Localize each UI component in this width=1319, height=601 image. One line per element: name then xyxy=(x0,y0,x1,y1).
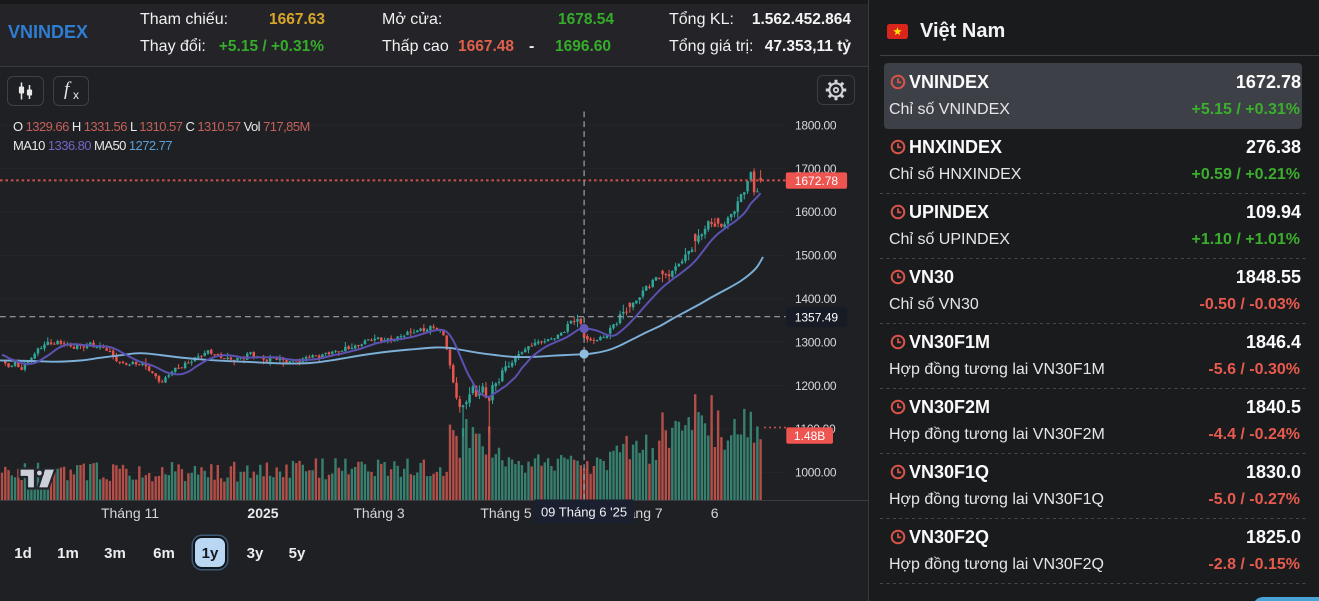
svg-text:1000.00: 1000.00 xyxy=(795,466,837,480)
svg-text:2025: 2025 xyxy=(247,505,278,521)
svg-text:Tháng 11: Tháng 11 xyxy=(101,505,159,521)
svg-text:1.48B: 1.48B xyxy=(794,429,825,443)
svg-text:Tháng 5: Tháng 5 xyxy=(480,505,532,521)
svg-text:1400.00: 1400.00 xyxy=(795,292,837,306)
svg-text:1672.78: 1672.78 xyxy=(795,174,839,188)
svg-text:6: 6 xyxy=(711,505,719,521)
svg-text:1200.00: 1200.00 xyxy=(795,379,837,393)
svg-text:1500.00: 1500.00 xyxy=(795,249,837,263)
svg-text:1600.00: 1600.00 xyxy=(795,205,837,219)
svg-text:09 Tháng 6 '25: 09 Tháng 6 '25 xyxy=(541,504,627,519)
svg-text:1800.00: 1800.00 xyxy=(795,118,837,132)
svg-text:Tháng 3: Tháng 3 xyxy=(353,505,405,521)
svg-text:1357.49: 1357.49 xyxy=(795,310,839,324)
svg-text:1700.00: 1700.00 xyxy=(795,162,837,176)
svg-text:1300.00: 1300.00 xyxy=(795,335,837,349)
